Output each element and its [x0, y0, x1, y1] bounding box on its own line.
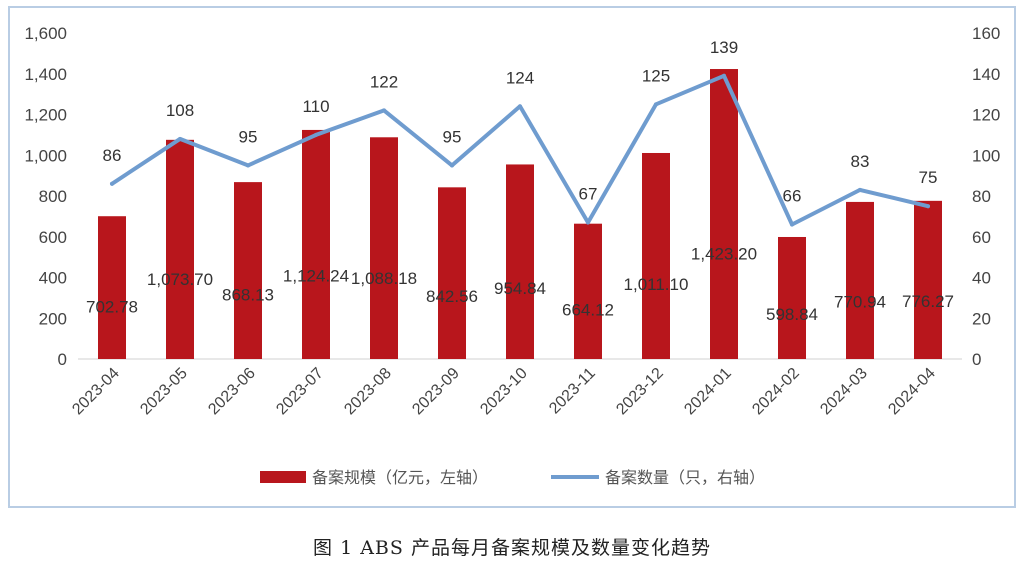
- right-y-tick-label: 0: [972, 350, 981, 369]
- line-value-label: 83: [851, 152, 870, 171]
- chart-frame: 0 200 400 600 800 1,000 1,200 1,400 1,600 0 20 40 6…: [8, 6, 1016, 508]
- line-point: [926, 204, 930, 209]
- right-y-tick-label: 20: [972, 309, 991, 328]
- left-y-tick-label: 1,000: [24, 146, 67, 165]
- bar: [370, 137, 398, 359]
- line-point: [722, 73, 726, 78]
- right-y-tick-label: 40: [972, 269, 991, 288]
- bar: [778, 236, 806, 359]
- left-y-axis: 0 200 400 600 800 1,000 1,200 1,400 1,600: [24, 24, 67, 369]
- bar: [914, 200, 942, 359]
- bar-value-label: 1,073.70: [147, 270, 213, 289]
- bar: [438, 187, 466, 359]
- right-y-tick-label: 80: [972, 187, 991, 206]
- x-tick-label: 2023-12: [613, 365, 667, 419]
- line-point: [382, 108, 386, 113]
- right-y-tick-label: 140: [972, 65, 1000, 84]
- line-point: [110, 181, 114, 186]
- legend: 备案规模（亿元，左轴） 备案数量（只，右轴）: [260, 468, 765, 487]
- right-y-tick-label: 60: [972, 228, 991, 247]
- right-y-tick-label: 120: [972, 106, 1000, 125]
- line-value-label: 86: [103, 146, 122, 165]
- bar-series: [98, 69, 942, 359]
- x-tick-label: 2023-11: [546, 365, 599, 418]
- x-tick-label: 2024-03: [817, 365, 871, 419]
- bar-value-label: 954.84: [494, 279, 546, 298]
- line-point: [450, 163, 454, 168]
- bar: [642, 152, 670, 359]
- bar: [574, 223, 602, 359]
- bar: [302, 129, 330, 359]
- line-point: [586, 220, 590, 225]
- x-tick-label: 2024-01: [681, 365, 735, 419]
- line-value-label: 124: [506, 68, 534, 87]
- bar: [234, 182, 262, 359]
- figure-caption: 图 1 ABS 产品每月备案规模及数量变化趋势: [313, 537, 711, 559]
- bar: [506, 164, 534, 359]
- x-tick-label: 2023-04: [69, 365, 123, 419]
- x-tick-label: 2024-04: [885, 365, 939, 419]
- x-tick-label: 2023-07: [273, 365, 327, 419]
- line-value-label: 95: [443, 127, 462, 146]
- left-y-tick-label: 600: [39, 228, 67, 247]
- left-y-tick-label: 400: [39, 269, 67, 288]
- bar-value-label: 702.78: [86, 298, 138, 317]
- x-tick-label: 2023-09: [409, 365, 463, 419]
- left-y-tick-label: 0: [58, 350, 67, 369]
- left-y-tick-label: 200: [39, 309, 67, 328]
- line-point: [518, 104, 522, 109]
- right-y-axis: 0 20 40 60 80 100 120 140 160: [972, 24, 1000, 369]
- x-tick-label: 2023-06: [205, 365, 259, 419]
- x-tick-label: 2023-08: [341, 365, 395, 419]
- bar-labels: 702.78 1,073.70 868.13 1,124.24 1,088.18 842.…: [86, 245, 954, 324]
- right-y-tick-label: 100: [972, 146, 1000, 165]
- line-value-label: 108: [166, 101, 194, 120]
- bar-value-label: 1,011.10: [624, 275, 689, 294]
- line-point: [314, 132, 318, 137]
- bar: [166, 139, 194, 359]
- legend-line-label: 备案数量（只，右轴）: [605, 468, 765, 487]
- x-tick-label: 2023-05: [137, 365, 191, 419]
- left-y-tick-label: 800: [39, 187, 67, 206]
- x-tick-label: 2024-02: [749, 365, 803, 419]
- left-y-tick-label: 1,400: [24, 65, 67, 84]
- bar-value-label: 770.94: [834, 292, 886, 311]
- bar-value-label: 1,088.18: [351, 269, 417, 288]
- bar-value-label: 868.13: [222, 285, 274, 304]
- line-value-label: 139: [710, 38, 738, 57]
- bar-value-label: 598.84: [766, 305, 818, 324]
- line-point: [858, 187, 862, 192]
- line-value-label: 67: [579, 184, 598, 203]
- line-point: [790, 222, 794, 227]
- legend-bar-label: 备案规模（亿元，左轴）: [312, 468, 488, 487]
- line-labels: 86 108 95 110 122 95 124 67 125 139 66 83 75: [103, 38, 938, 206]
- bar-value-label: 664.12: [562, 300, 614, 319]
- line-value-label: 122: [370, 72, 398, 91]
- bar-value-label: 776.27: [902, 292, 954, 311]
- right-y-tick-label: 160: [972, 24, 1000, 43]
- line-value-label: 110: [302, 97, 329, 116]
- bar: [846, 201, 874, 359]
- line-series: [110, 73, 930, 227]
- bar-value-label: 1,423.20: [691, 245, 757, 264]
- line-value-label: 66: [783, 187, 802, 206]
- line-point: [654, 102, 658, 107]
- bar: [98, 216, 126, 359]
- line-value-label: 125: [642, 66, 670, 85]
- bar-value-label: 842.56: [426, 287, 478, 306]
- line-value-label: 95: [239, 127, 258, 146]
- line-value-label: 75: [919, 168, 938, 187]
- left-y-tick-label: 1,600: [24, 24, 67, 43]
- x-axis-ticks: 2023-04 2023-05 2023-06 2023-07 2023-08 2023-…: [69, 365, 939, 419]
- x-tick-label: 2023-10: [477, 365, 531, 419]
- line-point: [246, 163, 250, 168]
- bar-value-label: 1,124.24: [283, 267, 349, 286]
- combo-chart: 0 200 400 600 800 1,000 1,200 1,400 1,600 0 20 40 6…: [24, 24, 1000, 487]
- left-y-tick-label: 1,200: [24, 106, 67, 125]
- bar: [710, 69, 738, 359]
- legend-bar-swatch: [260, 471, 306, 483]
- line-point: [178, 136, 182, 141]
